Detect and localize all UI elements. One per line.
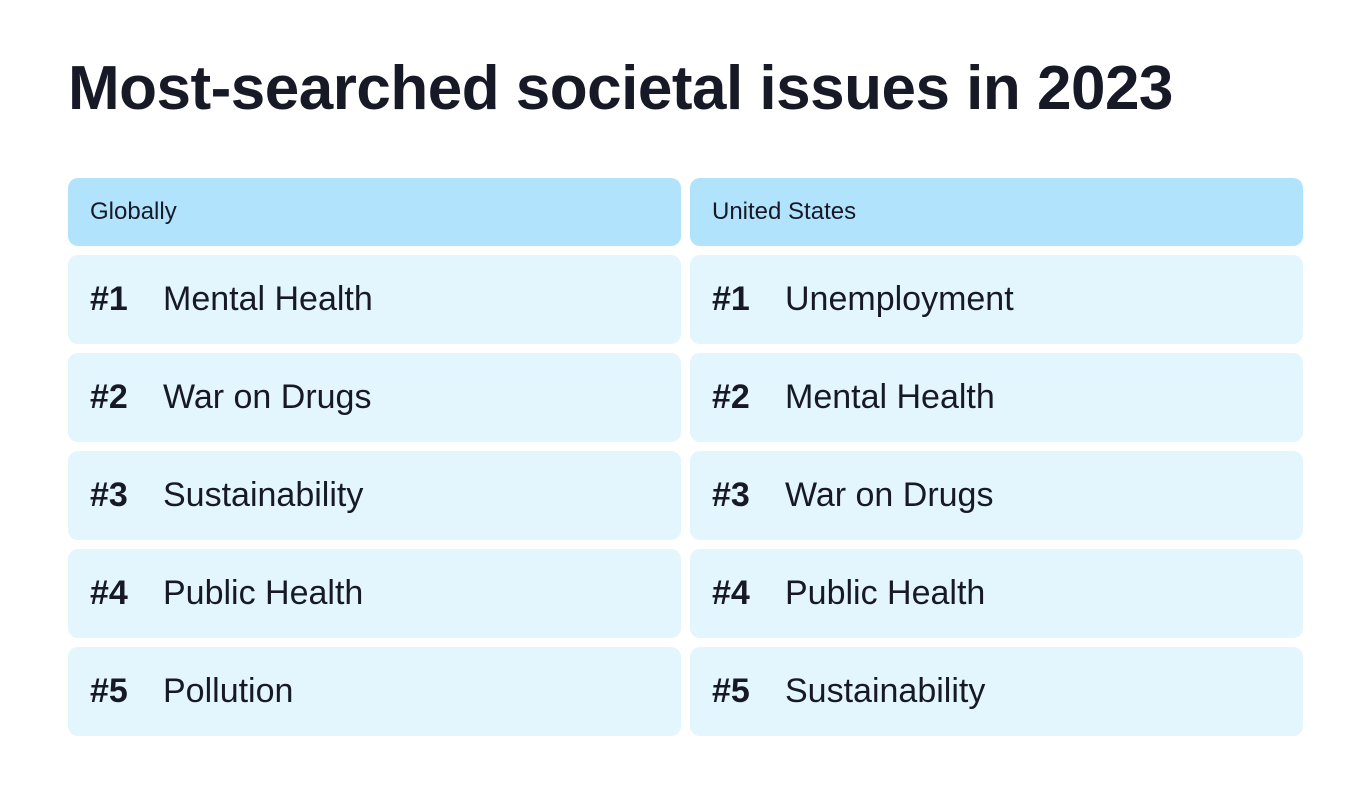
issue-label: Pollution — [163, 672, 294, 710]
table-row: #1 Mental Health — [68, 255, 681, 344]
table-row: #2 War on Drugs — [68, 353, 681, 442]
column-header: United States — [690, 178, 1303, 246]
table-row: #5 Sustainability — [690, 647, 1303, 736]
rank-label: #1 — [712, 280, 750, 318]
rank-label: #4 — [90, 574, 128, 612]
table-row: #5 Pollution — [68, 647, 681, 736]
rank-label: #1 — [90, 280, 128, 318]
issue-label: War on Drugs — [163, 378, 372, 416]
table-row: #2 Mental Health — [690, 353, 1303, 442]
rank-label: #5 — [712, 672, 750, 710]
table-row: #3 Sustainability — [68, 451, 681, 540]
issue-label: Sustainability — [163, 476, 364, 514]
issue-label: War on Drugs — [785, 476, 994, 514]
column-header: Globally — [68, 178, 681, 246]
table-row: #4 Public Health — [68, 549, 681, 638]
table-row: #3 War on Drugs — [690, 451, 1303, 540]
issue-label: Sustainability — [785, 672, 986, 710]
rank-label: #4 — [712, 574, 750, 612]
issue-label: Mental Health — [163, 280, 373, 318]
rank-label: #3 — [90, 476, 128, 514]
chart-title: Most-searched societal issues in 2023 — [68, 54, 1173, 123]
table-row: #4 Public Health — [690, 549, 1303, 638]
column-united-states: United States #1 Unemployment #2 Mental … — [690, 178, 1303, 745]
rank-label: #5 — [90, 672, 128, 710]
rank-label: #2 — [90, 378, 128, 416]
issue-label: Mental Health — [785, 378, 995, 416]
table-row: #1 Unemployment — [690, 255, 1303, 344]
rank-label: #3 — [712, 476, 750, 514]
column-globally: Globally #1 Mental Health #2 War on Drug… — [68, 178, 681, 745]
issue-label: Public Health — [163, 574, 364, 612]
issue-label: Public Health — [785, 574, 986, 612]
issue-label: Unemployment — [785, 280, 1014, 318]
rank-label: #2 — [712, 378, 750, 416]
